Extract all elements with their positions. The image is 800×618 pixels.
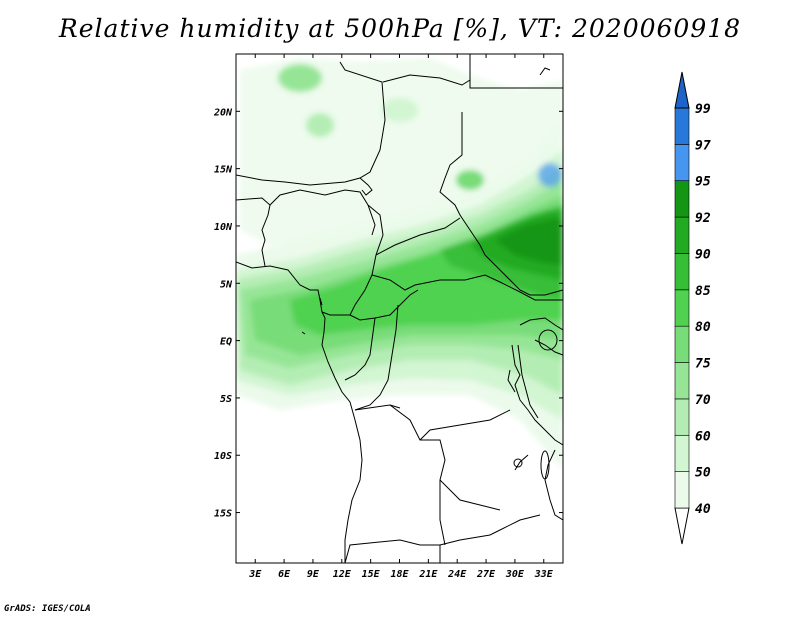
colorbar-above-arrow xyxy=(674,71,690,109)
lon-tick-label: 30E xyxy=(505,569,525,580)
humidity-patch xyxy=(278,64,322,92)
lon-tick-label: 18E xyxy=(390,569,409,580)
humidity-patch xyxy=(382,98,418,122)
lon-tick-label: 12E xyxy=(333,569,352,580)
lat-tick-label: 20N xyxy=(213,107,233,118)
colorbar-label: 95 xyxy=(695,175,711,190)
longitude-ticks: 3E 6E 9E 12E 15E 18E 21E 24E 27E 30E 33E xyxy=(248,54,554,580)
colorbar-label: 40 xyxy=(695,502,711,517)
colorbar-swatch xyxy=(674,144,690,182)
colorbar-swatch xyxy=(674,253,690,291)
colorbar-label: 85 xyxy=(695,284,711,299)
colorbar-label: 92 xyxy=(695,211,711,226)
humidity-patch xyxy=(538,163,562,187)
lon-tick-label: 27E xyxy=(476,569,496,580)
lat-tick-label: 5S xyxy=(220,394,232,405)
colorbar-label: 75 xyxy=(695,357,711,372)
lat-tick-label: EQ xyxy=(220,337,232,348)
lon-tick-label: 21E xyxy=(418,569,438,580)
lat-tick-label: 10N xyxy=(214,222,233,233)
colorbar-swatch xyxy=(674,289,690,327)
colorbar-label: 70 xyxy=(695,393,711,408)
lat-tick-label: 10S xyxy=(214,451,232,462)
humidity-region-40-north xyxy=(240,58,563,245)
colorbar-label: 50 xyxy=(695,466,711,481)
colorbar-swatch xyxy=(674,325,690,363)
country-boundaries xyxy=(236,54,563,563)
colorbar: 40 50 60 70 75 80 85 90 92 95 97 99 xyxy=(674,71,711,545)
lon-tick-label: 6E xyxy=(278,569,291,580)
colorbar-swatch xyxy=(674,362,690,400)
map-title: Relative humidity at 500hPa [%], VT: 202… xyxy=(58,14,742,43)
colorbar-label: 80 xyxy=(695,320,711,335)
colorbar-swatch xyxy=(674,107,690,145)
lon-tick-label: 33E xyxy=(534,569,554,580)
humidity-patch xyxy=(456,170,484,190)
lat-tick-label: 5N xyxy=(220,279,233,290)
colorbar-label: 97 xyxy=(695,138,711,153)
lon-tick-label: 3E xyxy=(248,569,262,580)
colorbar-label: 90 xyxy=(695,247,711,262)
humidity-patch xyxy=(306,113,334,137)
grads-credit: GrADS: IGES/COLA xyxy=(4,604,91,614)
lon-tick-label: 24E xyxy=(447,569,467,580)
colorbar-swatch xyxy=(674,434,690,472)
colorbar-swatch xyxy=(674,216,690,254)
latitude-ticks: 20N 15N 10N 5N EQ 5S 10S 15S xyxy=(213,107,563,520)
lon-tick-label: 9E xyxy=(307,569,320,580)
colorbar-label: 99 xyxy=(695,102,711,117)
humidity-region-92 xyxy=(495,218,563,265)
lat-tick-label: 15S xyxy=(214,509,232,520)
colorbar-label: 60 xyxy=(695,429,711,444)
colorbar-swatch xyxy=(674,398,690,436)
colorbar-swatch xyxy=(674,471,690,509)
lon-tick-label: 15E xyxy=(362,569,381,580)
colorbar-swatch xyxy=(674,180,690,218)
lat-tick-label: 15N xyxy=(214,165,233,176)
colorbar-below-arrow xyxy=(674,507,690,545)
humidity-field xyxy=(236,58,563,470)
